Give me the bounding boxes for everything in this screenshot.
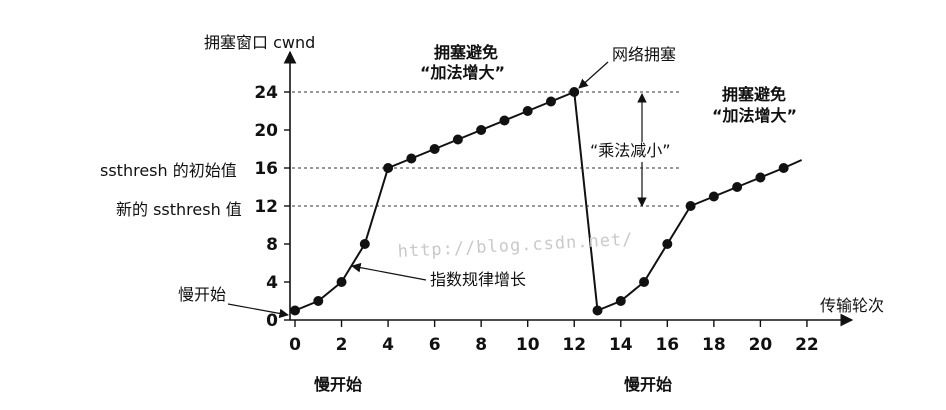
- y-tick-label: 12: [254, 197, 278, 217]
- data-point: [569, 87, 580, 97]
- data-point: [499, 115, 510, 126]
- y-tick-label: 24: [254, 83, 278, 103]
- series-line-extension: [783, 159, 803, 169]
- network-congestion-label: 网络拥塞: [612, 45, 676, 64]
- congestion-avoid-2-line2: “加法增大”: [712, 106, 797, 125]
- ssthresh-new-label: 新的 ssthresh 值: [116, 200, 242, 219]
- reference-lines-layer: [292, 91, 680, 207]
- data-point: [545, 96, 556, 107]
- slow-start-bottom-label-1: 慢开始: [314, 375, 362, 394]
- data-point: [685, 201, 696, 211]
- x-tick-label: 6: [429, 335, 441, 355]
- x-tick-label: 22: [795, 335, 819, 355]
- data-point: [313, 296, 324, 306]
- data-point: [522, 106, 533, 116]
- data-point: [755, 172, 766, 183]
- data-point: [592, 305, 603, 316]
- x-axis-title: 传输轮次: [820, 296, 884, 315]
- network-congestion-arrow: [578, 61, 609, 89]
- data-point: [336, 277, 347, 287]
- exponential-growth-label: 指数规律增长: [430, 270, 526, 289]
- data-point: [662, 239, 673, 249]
- data-point: [476, 125, 487, 135]
- x-tick-label: 20: [749, 335, 773, 355]
- y-axis-title: 拥塞窗口 cwnd: [204, 33, 315, 52]
- data-point: [406, 153, 417, 164]
- x-tick-label: 8: [475, 335, 487, 355]
- y-tick-label: 8: [266, 235, 278, 255]
- watermark-text: http://blog.csdn.net/: [397, 230, 634, 262]
- y-tick-label: 0: [266, 311, 278, 331]
- slow-start-left-arrow: [227, 303, 289, 319]
- data-point: [452, 134, 463, 145]
- congestion-avoid-1-line1: 拥塞避免: [434, 43, 498, 62]
- y-tick-label: 4: [266, 273, 278, 293]
- data-point: [359, 239, 370, 249]
- data-point: [708, 191, 719, 202]
- x-tick-label: 2: [336, 335, 348, 355]
- data-point: [639, 277, 650, 287]
- data-point: [290, 305, 300, 316]
- x-tick-label: 14: [609, 335, 633, 355]
- data-point: [615, 296, 626, 306]
- x-tick-label: 10: [516, 335, 540, 355]
- congestion-avoid-2-line1: 拥塞避免: [722, 85, 786, 104]
- y-tick-label: 20: [254, 121, 278, 141]
- x-tick-label: 18: [702, 335, 726, 355]
- x-tick-label: 16: [655, 335, 679, 355]
- multiplicative-decrease-label: “乘法减小”: [590, 141, 671, 160]
- series-layer: [290, 87, 803, 316]
- exponential-growth-arrow: [351, 262, 427, 281]
- data-point: [429, 144, 440, 154]
- y-tick-label: 16: [254, 159, 278, 179]
- x-tick-label: 4: [382, 335, 394, 355]
- data-point: [383, 163, 394, 173]
- ssthresh-initial-label: ssthresh 的初始值: [100, 161, 237, 180]
- congestion-avoid-1-line2: “加法增大”: [420, 63, 505, 82]
- x-tick-label: 0: [289, 335, 301, 355]
- x-tick-label: 12: [562, 335, 586, 355]
- slow-start-left-label: 慢开始: [178, 285, 226, 304]
- series-line: [294, 90, 785, 312]
- data-point: [732, 182, 743, 192]
- slow-start-bottom-label-2: 慢开始: [624, 375, 672, 394]
